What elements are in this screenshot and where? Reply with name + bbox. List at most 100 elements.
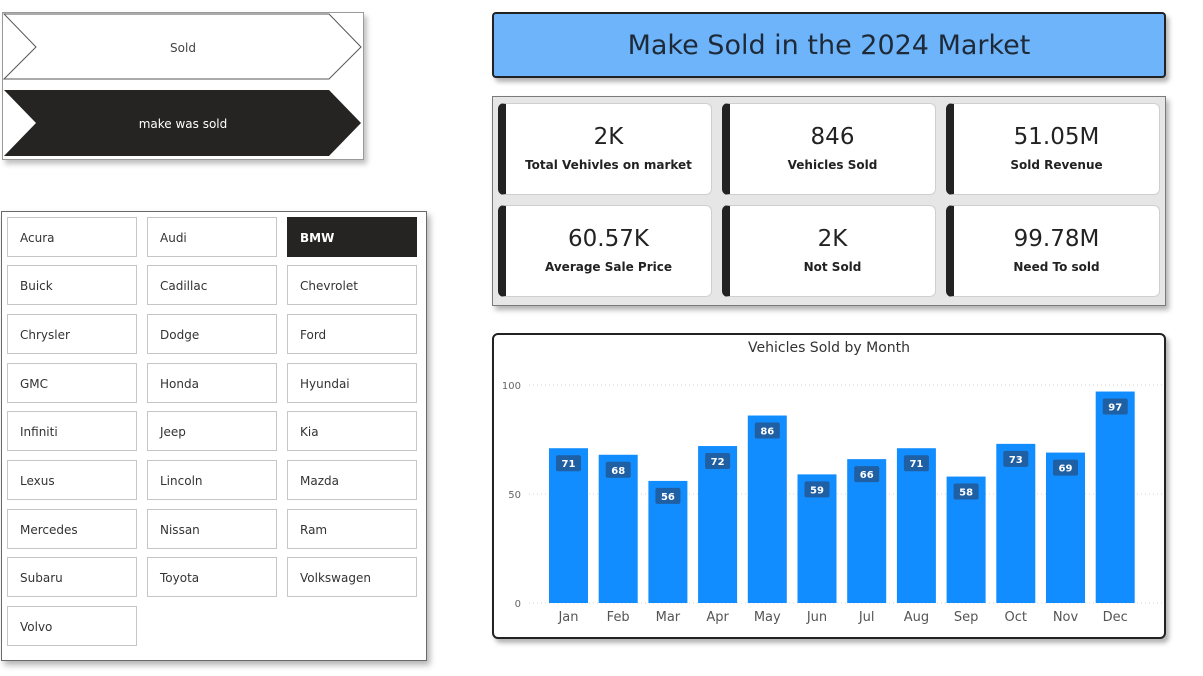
bar-dec (1095, 391, 1135, 603)
slicer-item-volkswagen[interactable]: Volkswagen (287, 557, 417, 597)
slicer-item-infiniti[interactable]: Infiniti (7, 411, 137, 451)
slicer-item-subaru[interactable]: Subaru (7, 557, 137, 597)
slicer-item-cadillac[interactable]: Cadillac (147, 265, 277, 305)
y-tick-label: 100 (502, 381, 521, 392)
nav-arrows (3, 13, 362, 156)
slicer-item-bmw[interactable]: BMW (287, 217, 417, 257)
kpi-card-average-sale-price: 60.57K Average Sale Price (498, 205, 712, 297)
slicer-item-ford[interactable]: Ford (287, 314, 417, 354)
data-label-bg (754, 422, 780, 439)
data-label-bg (655, 487, 681, 504)
data-label: 71 (562, 459, 576, 470)
nav-arrow-sold[interactable] (3, 13, 362, 80)
data-label: 72 (711, 457, 725, 468)
slicer-item-ram[interactable]: Ram (287, 509, 417, 549)
bar-apr (698, 446, 738, 603)
data-label: 86 (760, 427, 774, 438)
x-tick-label: Aug (904, 610, 929, 625)
y-tick-label: 0 (515, 599, 521, 610)
kpi-card-not-sold: 2K Not Sold (722, 205, 936, 297)
slicer-item-nissan[interactable]: Nissan (147, 509, 277, 549)
x-tick-label: Sep (954, 610, 979, 625)
data-label-bg (903, 455, 929, 472)
slicer-item-acura[interactable]: Acura (7, 217, 137, 257)
x-tick-label: Feb (607, 610, 630, 625)
kpi-label: Vehicles Sold (787, 158, 878, 172)
slicer-item-audi[interactable]: Audi (147, 217, 277, 257)
data-label-bg (605, 461, 631, 478)
slicer-item-lincoln[interactable]: Lincoln (147, 460, 277, 500)
x-tick-label: Mar (656, 610, 681, 625)
vehicles-sold-by-month-chart: 0 50 100 71 Jan 68 Feb 56 Mar 72 Apr 86 May 59 Jun 66 Ju… (492, 333, 1166, 639)
bar-aug (896, 448, 936, 603)
kpi-value: 846 (810, 124, 855, 150)
data-label-bg (556, 455, 581, 472)
x-tick-label: Nov (1053, 610, 1079, 625)
data-label-bg (1053, 459, 1078, 476)
slicer-item-chrysler[interactable]: Chrysler (7, 314, 137, 354)
bar-may (747, 415, 787, 603)
data-label-bg (953, 483, 979, 500)
data-label-bg (804, 481, 830, 498)
kpi-value: 60.57K (568, 226, 649, 252)
chart-title: Vehicles Sold by Month (748, 340, 910, 356)
kpi-value: 2K (593, 124, 624, 150)
nav-sold-label: Sold (170, 41, 196, 55)
bar-jan (549, 448, 588, 603)
x-tick-label: Dec (1103, 610, 1128, 625)
kpi-card-sold-revenue: 51.05M Sold Revenue (946, 103, 1160, 195)
slicer-item-dodge[interactable]: Dodge (147, 314, 277, 354)
kpi-card-need-to-sold: 99.78M Need To sold (946, 205, 1160, 297)
slicer-item-hyundai[interactable]: Hyundai (287, 363, 417, 403)
data-label-bg (1102, 398, 1128, 415)
kpi-label: Total Vehivles on market (525, 158, 692, 172)
kpi-card-vehicles-sold: 846 Vehicles Sold (722, 103, 936, 195)
x-tick-label: Jan (557, 610, 578, 625)
nav-arrow-make-sold[interactable] (4, 90, 361, 156)
data-label: 97 (1108, 403, 1122, 414)
data-label-bg (1003, 450, 1029, 467)
x-tick-label: May (754, 610, 781, 625)
slicer-item-chevrolet[interactable]: Chevrolet (287, 265, 417, 305)
data-label: 71 (909, 459, 923, 470)
kpi-value: 2K (817, 226, 848, 252)
slicer-item-mazda[interactable]: Mazda (287, 460, 417, 500)
data-label: 68 (611, 466, 625, 477)
kpi-value: 99.78M (1013, 226, 1100, 252)
kpi-card-total-vehicles: 2K Total Vehivles on market (498, 103, 712, 195)
bar-nov (1046, 452, 1085, 603)
data-label: 73 (1009, 455, 1023, 466)
y-tick-label: 50 (508, 490, 521, 501)
slicer-item-kia[interactable]: Kia (287, 411, 417, 451)
make-slicer: Acura Audi BMW Buick Cadillac Chevrolet … (1, 211, 427, 661)
bar-oct (996, 443, 1036, 603)
bar-feb (598, 454, 638, 603)
x-tick-label: Apr (706, 610, 729, 625)
data-label: 59 (810, 485, 824, 496)
page-title: Make Sold in the 2024 Market (627, 29, 1031, 61)
slicer-item-lexus[interactable]: Lexus (7, 460, 137, 500)
slicer-item-jeep[interactable]: Jeep (147, 411, 277, 451)
slicer-item-mercedes[interactable]: Mercedes (7, 509, 137, 549)
kpi-label: Sold Revenue (1010, 158, 1103, 172)
slicer-item-honda[interactable]: Honda (147, 363, 277, 403)
kpi-label: Average Sale Price (545, 260, 672, 274)
nav-make-sold-label: make was sold (138, 117, 228, 131)
bar-jul (847, 459, 887, 603)
chart-canvas: 0 50 100 71 Jan 68 Feb 56 Mar 72 Apr 86 May 59 Jun 66 Ju… (502, 381, 1162, 625)
slicer-item-toyota[interactable]: Toyota (147, 557, 277, 597)
slicer-item-gmc[interactable]: GMC (7, 363, 137, 403)
slicer-item-buick[interactable]: Buick (7, 265, 137, 305)
data-label: 69 (1059, 464, 1073, 475)
kpi-label: Need To sold (1013, 260, 1100, 274)
kpi-value: 51.05M (1013, 124, 1100, 150)
kpi-label: Not Sold (803, 260, 862, 274)
x-tick-label: Oct (1005, 610, 1027, 625)
data-label: 58 (959, 488, 973, 499)
data-label-bg (854, 466, 880, 483)
slicer-item-volvo[interactable]: Volvo (7, 606, 137, 646)
data-label: 66 (860, 470, 874, 481)
title-banner: Make Sold in the 2024 Market (492, 12, 1166, 78)
kpi-panel: 2K Total Vehivles on market 846 Vehicles… (492, 96, 1166, 306)
data-label-bg (705, 453, 731, 470)
